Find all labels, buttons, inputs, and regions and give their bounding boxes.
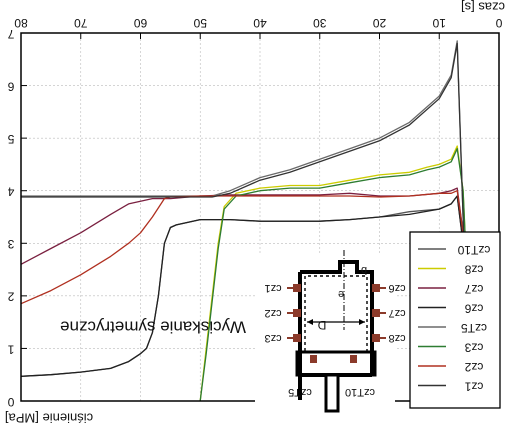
chart-title: Wyciskanie symetryczne: [60, 318, 246, 337]
sensor-marker: [310, 355, 317, 363]
series-line-cz6: [20, 195, 499, 402]
legend: czT10 cz8 cz7 cz6 czT5 cz3 cz2 cz1: [409, 231, 501, 409]
diagram-label-left: cz1: [264, 282, 281, 294]
cylinder-diagram: cz1 cz2 cz3 cz6 cz7 cz8 czT5 czT10 e b D: [255, 250, 406, 430]
diagram-label-d: D: [317, 318, 326, 332]
sensor-marker: [372, 334, 380, 342]
y-tick-label: 4: [7, 185, 14, 199]
sensor-marker: [293, 309, 301, 317]
x-tick-label: 50: [193, 16, 207, 30]
legend-box: [409, 231, 501, 409]
diagram-label-e: e: [338, 288, 344, 300]
diagram-label-bottom: czT10: [345, 386, 375, 398]
x-tick-label: 80: [14, 16, 28, 30]
x-tick-label: 30: [313, 16, 327, 30]
sensor-marker: [372, 309, 380, 317]
y-tick-label: 5: [7, 132, 14, 146]
y-tick-label: 2: [7, 290, 14, 304]
stem: [324, 373, 340, 413]
chart-labels: 0 10 20 30 40 50 60 70 80 0 1 2 3 4 5 6 7 czas [s] ciśnien…: [5, 0, 505, 426]
legend-label: czT5: [461, 321, 487, 335]
diagram-label-left: cz3: [264, 332, 281, 344]
y-tick-label: 0: [7, 395, 14, 409]
series-line-cz2: [20, 190, 499, 402]
sensor-marker: [372, 284, 380, 292]
legend-label: cz8: [464, 262, 483, 276]
x-tick-label: 60: [134, 16, 148, 30]
x-axis-label: czas [s]: [461, 0, 505, 15]
legend-label: cz6: [464, 301, 483, 315]
legend-label: cz2: [464, 360, 483, 374]
series-group: [20, 40, 499, 402]
legend-label: cz3: [464, 340, 483, 354]
y-tick-label: 1: [7, 342, 14, 356]
x-tick-label: 20: [373, 16, 387, 30]
y-tick-label: 6: [7, 79, 14, 93]
diagram-label-b: b: [361, 264, 367, 276]
diagram-label-right: cz6: [388, 282, 405, 294]
x-tick-label: 70: [74, 16, 88, 30]
arrow-heads: [307, 319, 365, 325]
diagram-label-right: cz7: [388, 307, 405, 319]
legend-label: cz7: [464, 282, 483, 296]
diagram-label-right: cz8: [388, 332, 405, 344]
y-axis-label: ciśnienie [MPa]: [5, 411, 93, 426]
y-tick-label: 7: [7, 27, 14, 41]
legend-label: czT10: [457, 243, 490, 257]
series-line-cz1: [21, 42, 499, 402]
diagram-label-left: cz2: [264, 307, 281, 319]
sensor-marker: [293, 334, 301, 342]
x-tick-label: 40: [253, 16, 267, 30]
sensor-marker: [293, 284, 301, 292]
diagram-label-bottom: czT5: [288, 386, 312, 398]
x-tick-label: 10: [432, 16, 446, 30]
legend-label: cz1: [464, 379, 483, 393]
x-tick-label: 0: [495, 16, 502, 30]
y-tick-label: 3: [7, 237, 14, 251]
sensor-marker: [350, 355, 357, 363]
